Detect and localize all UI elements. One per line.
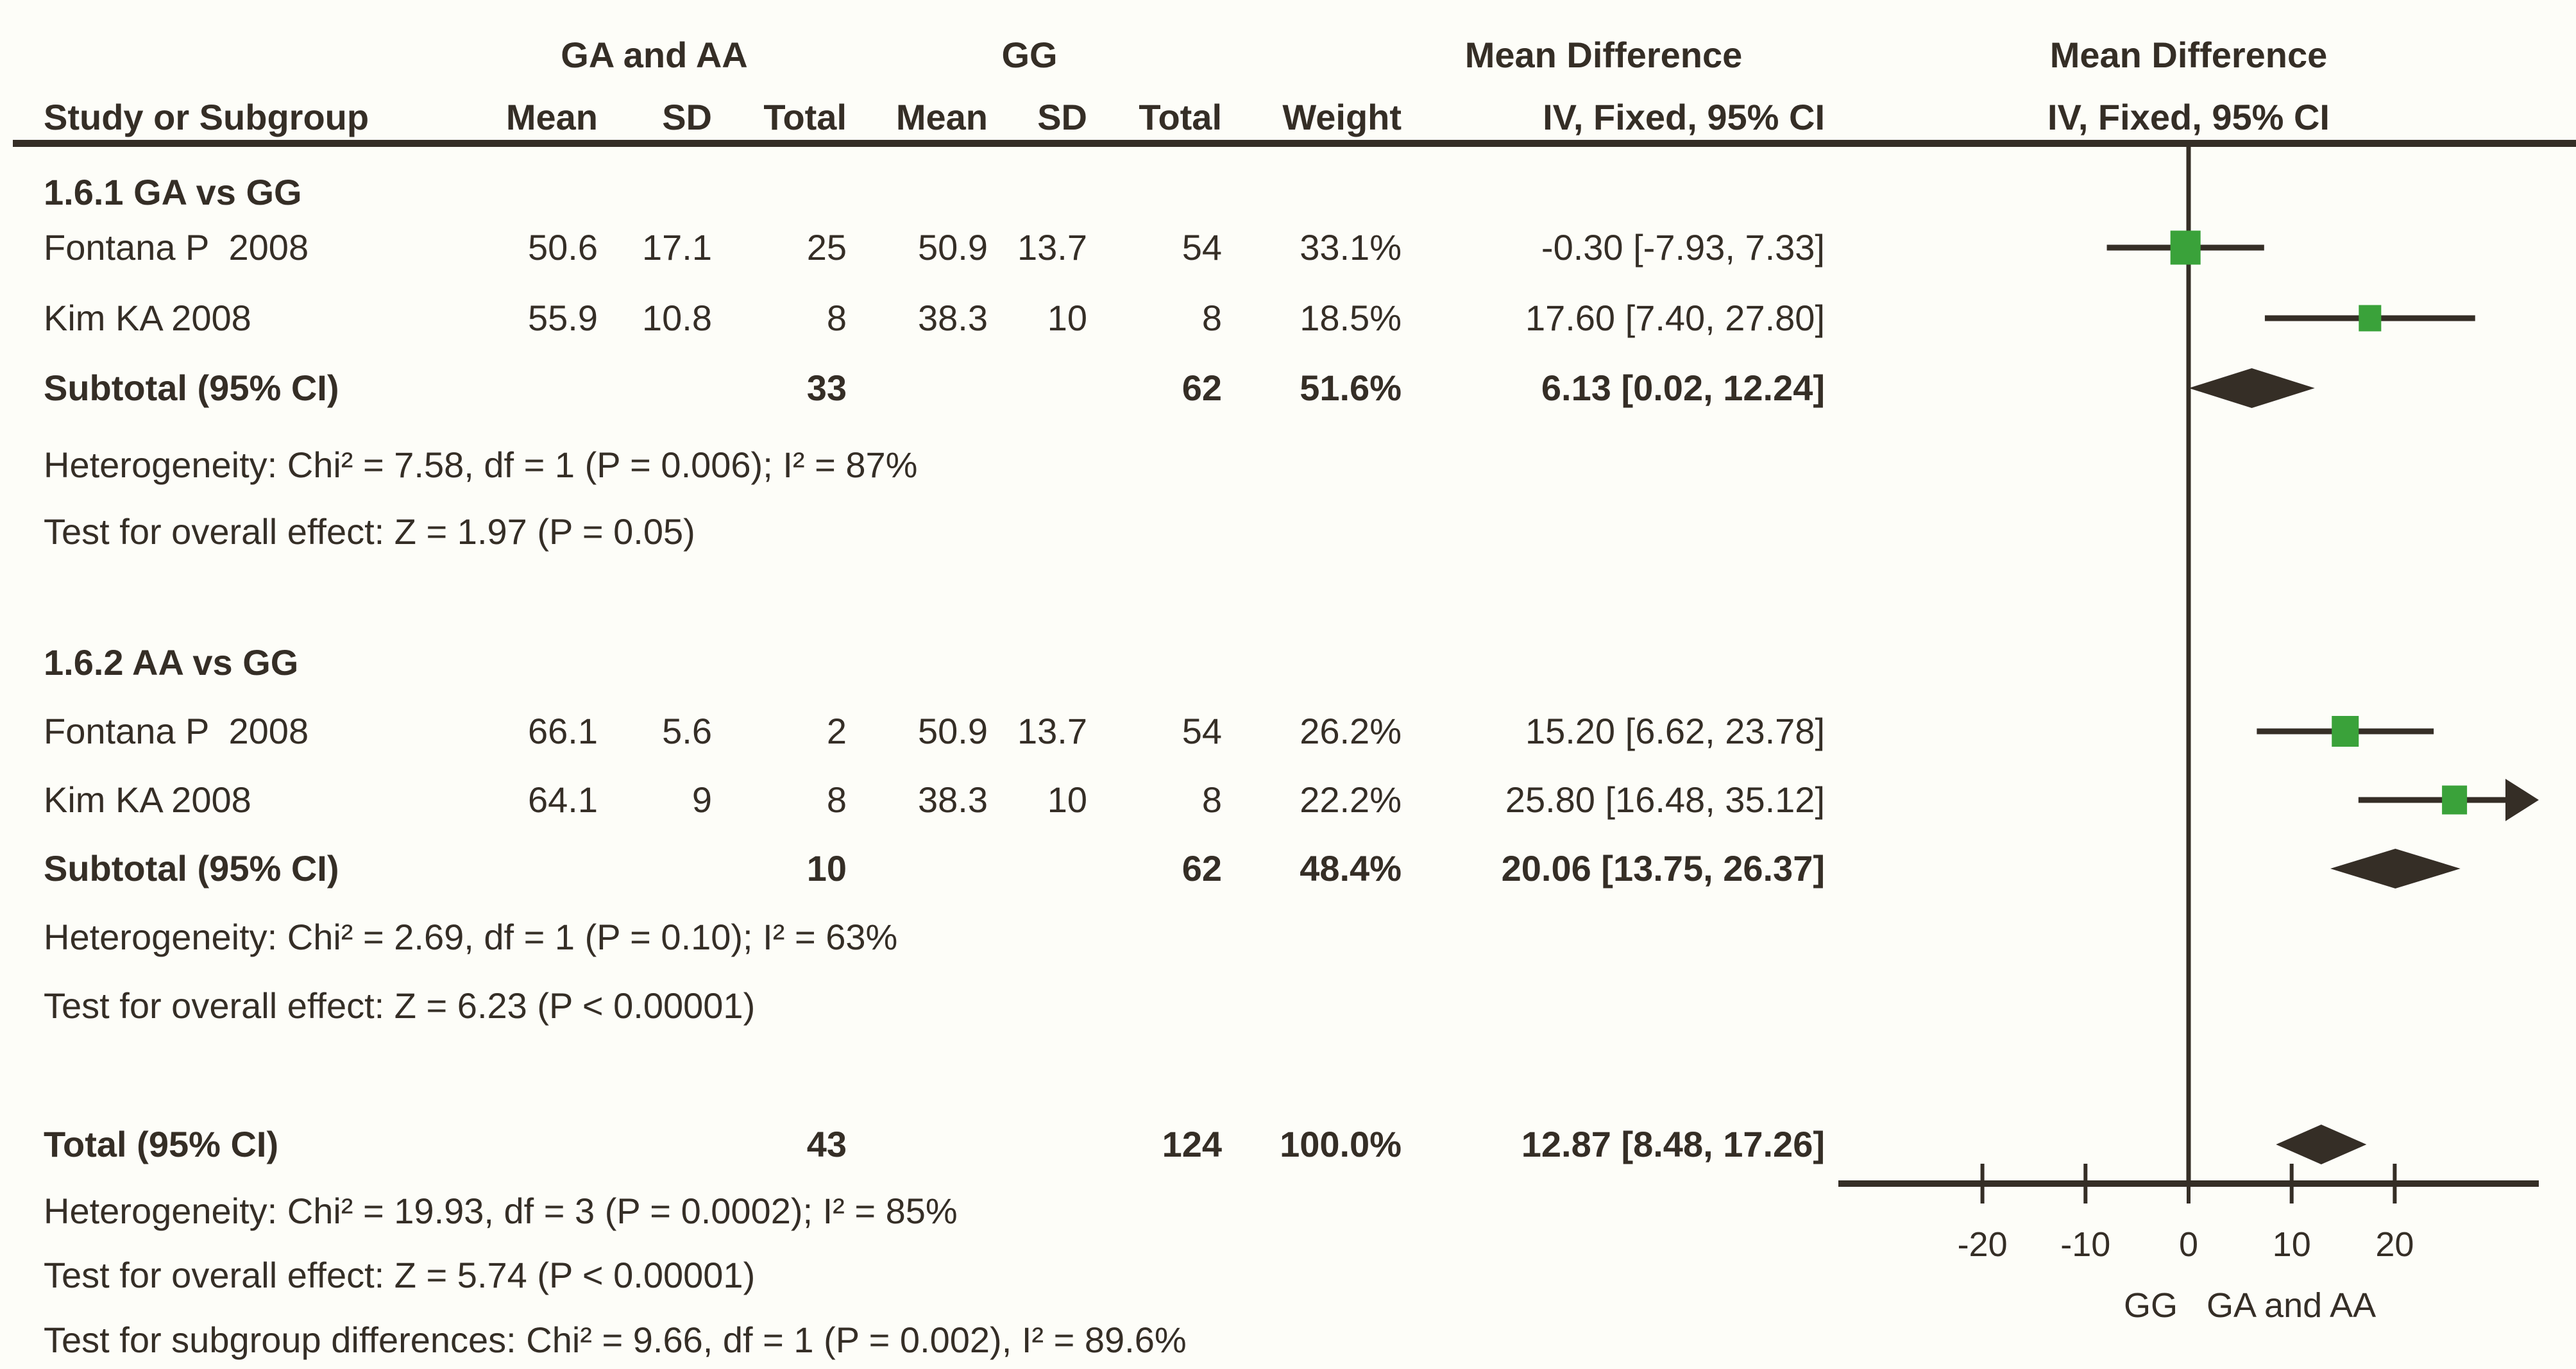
col-header-total1: Total	[763, 97, 847, 137]
study-row-label: Kim KA 2008	[44, 298, 251, 338]
study-row-sd1: 5.6	[662, 711, 712, 751]
total-row-ci-text: 12.87 [8.48, 17.26]	[1521, 1124, 1825, 1164]
subtotal-row-label: Subtotal (95% CI)	[44, 368, 339, 408]
subtotal-row-total1: 33	[806, 368, 847, 408]
study-row-mean1: 50.6	[528, 227, 598, 268]
col-header-weight: Weight	[1282, 97, 1402, 137]
subgroup-2-heading: 1.6.2 AA vs GG	[44, 642, 299, 683]
md-header-left: Mean Difference	[1464, 35, 1743, 75]
total-row-total2: 124	[1162, 1124, 1222, 1164]
col-header-sd1: SD	[662, 97, 712, 137]
study-row-sd2: 10	[1047, 779, 1087, 820]
study-row-mean1: 64.1	[528, 779, 598, 820]
col-header-total2: Total	[1139, 97, 1222, 137]
axis-tick-label: 20	[2375, 1225, 2414, 1264]
total-row-total1: 43	[806, 1124, 847, 1164]
heterogeneity-note: Heterogeneity: Chi² = 19.93, df = 3 (P =…	[44, 1191, 958, 1231]
subgroup-1-heading: 1.6.1 GA vs GG	[44, 172, 302, 212]
study-row-ci-text: 17.60 [7.40, 27.80]	[1525, 298, 1825, 338]
subtotal-row-weight: 48.4%	[1300, 848, 1402, 889]
study-row-total2: 8	[1201, 779, 1222, 820]
study-row-mean2: 50.9	[918, 711, 988, 751]
subtotal-row-total2: 62	[1182, 368, 1222, 408]
study-row-sd1: 9	[691, 779, 712, 820]
study-row-mean2: 50.9	[918, 227, 988, 268]
effect-square	[2359, 305, 2382, 332]
subtotal-row-ci-text: 20.06 [13.75, 26.37]	[1501, 848, 1825, 889]
study-row-ci-text: -0.30 [-7.93, 7.33]	[1541, 227, 1825, 268]
axis-tick-label: -10	[2060, 1225, 2110, 1264]
ci-arrow	[2505, 779, 2539, 821]
study-row-mean2: 38.3	[918, 779, 988, 820]
axis-tick-label: -20	[1958, 1225, 2008, 1264]
study-row-total2: 54	[1182, 711, 1222, 751]
overall-effect-note: Test for overall effect: Z = 6.23 (P < 0…	[44, 985, 756, 1026]
axis-tick-label: 0	[2179, 1225, 2198, 1264]
subgroup-differences-note: Test for subgroup differences: Chi² = 9.…	[44, 1320, 1187, 1360]
study-row-total2: 54	[1182, 227, 1222, 268]
col-header-study: Study or Subgroup	[44, 97, 369, 137]
group1-header: GA and AA	[561, 35, 748, 75]
study-row-weight: 26.2%	[1300, 711, 1402, 751]
study-row-total1: 8	[826, 298, 847, 338]
header-rule	[13, 140, 2576, 147]
md-header-right: Mean Difference	[2049, 35, 2328, 75]
overall-effect-note: Test for overall effect: Z = 1.97 (P = 0…	[44, 511, 695, 552]
study-row-mean2: 38.3	[918, 298, 988, 338]
study-row-total1: 25	[806, 227, 847, 268]
study-row-weight: 22.2%	[1300, 779, 1402, 820]
col-header-iv-left: IV, Fixed, 95% CI	[1543, 97, 1825, 137]
subtotal-row-total1: 10	[806, 848, 847, 889]
axis-tick-label: 10	[2273, 1225, 2311, 1264]
study-row-total1: 8	[826, 779, 847, 820]
study-row-label: Fontana P 2008	[44, 227, 309, 268]
heterogeneity-note: Heterogeneity: Chi² = 2.69, df = 1 (P = …	[44, 917, 898, 957]
effect-square	[2442, 785, 2468, 815]
study-row-mean1: 55.9	[528, 298, 598, 338]
col-header-sd2: SD	[1037, 97, 1087, 137]
study-row-ci-text: 15.20 [6.62, 23.78]	[1525, 711, 1825, 751]
study-row-weight: 18.5%	[1300, 298, 1402, 338]
group2-header: GG	[1001, 35, 1058, 75]
study-row-ci-text: 25.80 [16.48, 35.12]	[1505, 779, 1825, 820]
heterogeneity-note: Heterogeneity: Chi² = 7.58, df = 1 (P = …	[44, 445, 918, 485]
pooled-diamond	[2330, 849, 2461, 889]
col-header-mean2: Mean	[895, 97, 988, 137]
study-row-label: Fontana P 2008	[44, 711, 309, 751]
study-row-total1: 2	[826, 711, 847, 751]
study-row-sd1: 17.1	[642, 227, 712, 268]
study-row-sd2: 13.7	[1017, 227, 1087, 268]
effect-square	[2332, 716, 2359, 747]
overall-effect-note: Test for overall effect: Z = 5.74 (P < 0…	[44, 1255, 756, 1295]
total-row-label: Total (95% CI)	[44, 1124, 279, 1164]
favours-right-label: GA and AA	[2207, 1286, 2376, 1325]
pooled-diamond	[2189, 368, 2315, 408]
col-header-iv-right: IV, Fixed, 95% CI	[2047, 97, 2330, 137]
subtotal-row-weight: 51.6%	[1300, 368, 1402, 408]
pooled-diamond	[2276, 1125, 2367, 1164]
col-header-mean1: Mean	[505, 97, 598, 137]
study-row-weight: 33.1%	[1300, 227, 1402, 268]
total-row-weight: 100.0%	[1280, 1124, 1402, 1164]
subtotal-row-total2: 62	[1182, 848, 1222, 889]
study-row-mean1: 66.1	[528, 711, 598, 751]
study-row-total2: 8	[1201, 298, 1222, 338]
study-row-label: Kim KA 2008	[44, 779, 251, 820]
study-row-sd1: 10.8	[642, 298, 712, 338]
study-row-sd2: 10	[1047, 298, 1087, 338]
study-row-sd2: 13.7	[1017, 711, 1087, 751]
favours-left-label: GG	[2124, 1286, 2178, 1325]
effect-square	[2170, 230, 2201, 265]
subtotal-row-ci-text: 6.13 [0.02, 12.24]	[1541, 368, 1825, 408]
subtotal-row-label: Subtotal (95% CI)	[44, 848, 339, 889]
